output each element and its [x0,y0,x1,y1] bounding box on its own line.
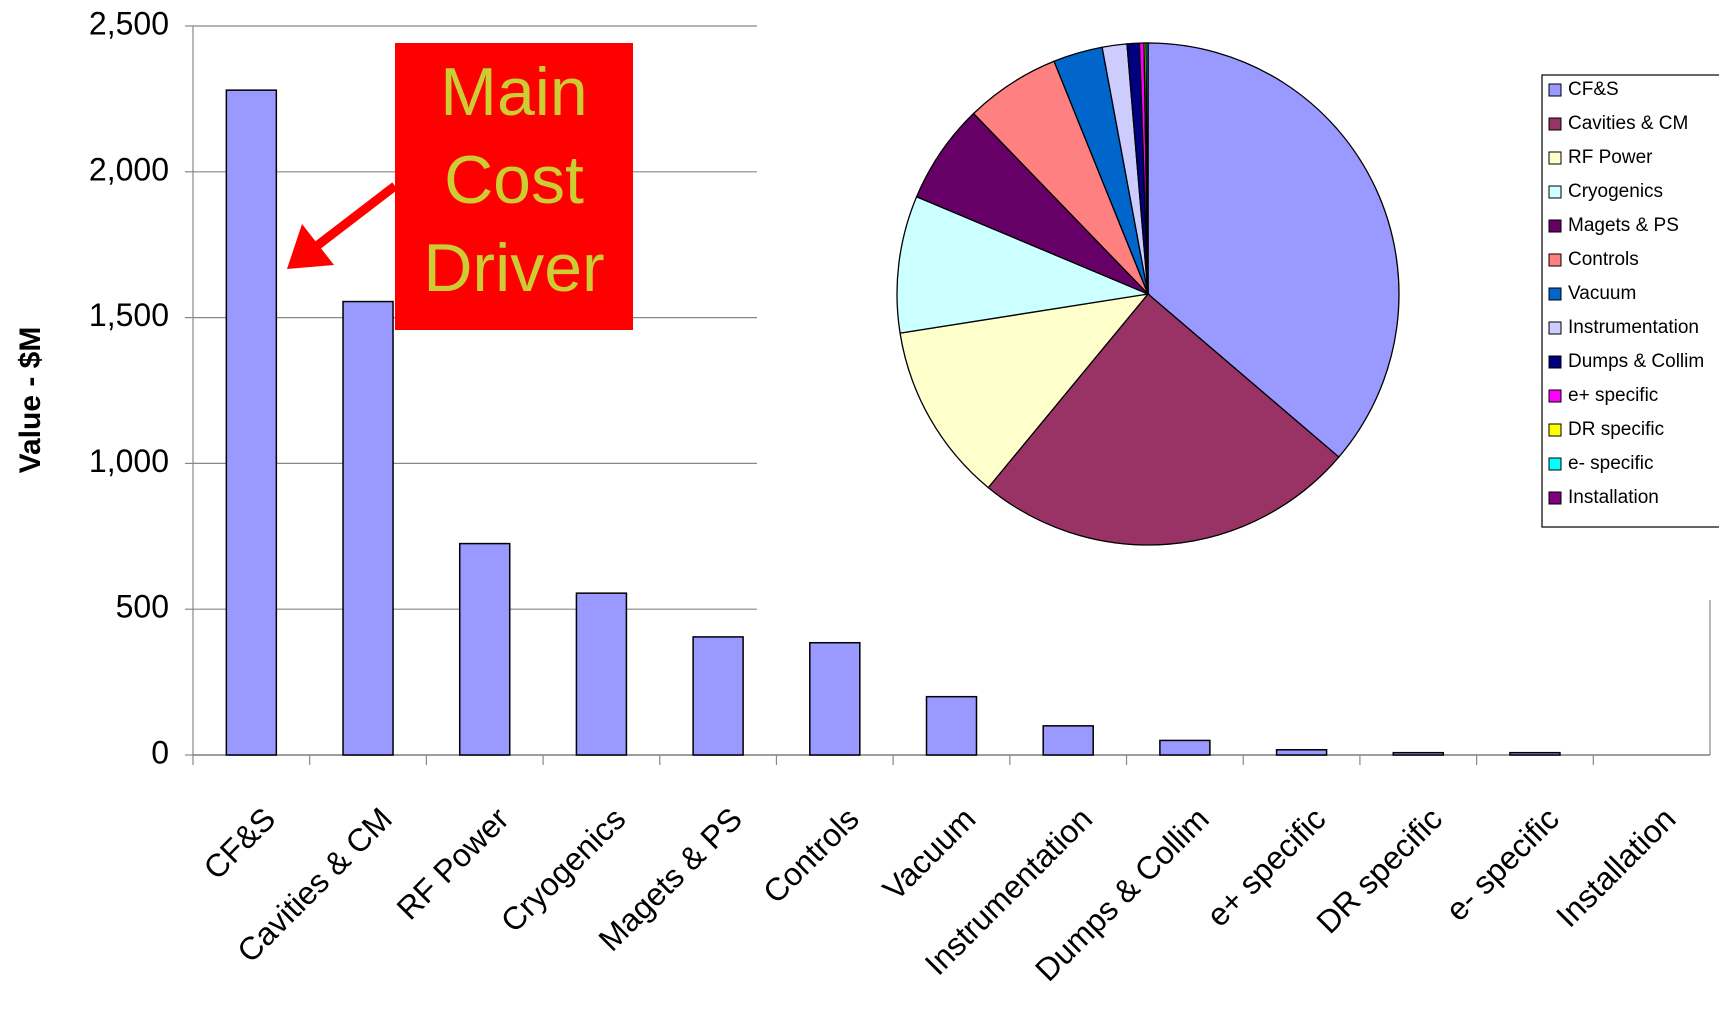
bar [575,592,628,756]
x-tick-label: Installation [1549,800,1683,934]
y-axis-label: Value - $M [14,327,47,474]
bar [1042,725,1094,756]
x-tick-label: e- specific [1439,800,1566,927]
legend-label: Magets & PS [1568,215,1679,236]
y-tick-label: 500 [116,589,169,625]
bar [225,89,278,756]
legend-swatch [1548,219,1562,233]
bar [342,300,394,756]
legend-label: DR specific [1568,419,1664,440]
pie-slice [987,293,1340,546]
legend-swatch [1548,457,1562,471]
y-tick-label: 1,500 [89,297,169,333]
legend-label: Instrumentation [1568,317,1699,338]
legend-swatch [1548,83,1562,97]
annotation-arrow [315,182,398,249]
legend-label: Controls [1568,249,1639,270]
legend-label: CF&S [1568,79,1619,100]
bar [1159,739,1211,756]
bar [458,542,511,756]
bar [1392,751,1445,756]
y-tick-label: 0 [151,734,169,770]
pie-slice [1147,42,1400,458]
legend-swatch [1548,151,1562,165]
x-tick-label: RF Power [390,800,516,926]
y-tick-label: 2,500 [89,5,169,41]
x-tick-label: DR specific [1309,800,1449,940]
x-tick-label: Vacuum [876,800,983,907]
bar [925,695,978,756]
legend-label: Cavities & CM [1568,113,1688,134]
legend-box [1541,74,1719,528]
legend-label: e+ specific [1568,385,1658,406]
annotation-arrowhead [287,224,334,269]
bar [692,636,744,756]
legend-swatch [1548,423,1562,437]
legend-swatch [1548,491,1562,505]
legend-swatch [1548,287,1562,301]
pie-slice [899,293,1150,489]
legend-label: Vacuum [1568,283,1636,304]
legend-swatch [1548,355,1562,369]
bar [1275,749,1328,756]
legend-label: Dumps & Collim [1568,351,1704,372]
pie-slice [896,195,1151,334]
x-tick-label: Controls [756,800,866,910]
annotation-box [395,43,633,330]
annotation-text: Main [440,54,587,130]
legend-label: Installation [1568,487,1659,508]
legend-swatch [1548,185,1562,199]
legend-swatch [1548,117,1562,131]
legend-label: e- specific [1568,453,1654,474]
x-tick-label: CF&S [196,800,282,886]
y-tick-label: 2,000 [89,151,169,187]
annotation-text: Cost [444,142,584,218]
annotation-text: Driver [423,230,604,306]
legend-swatch [1548,321,1562,335]
y-tick-label: 1,000 [89,443,169,479]
legend-label: RF Power [1568,147,1653,168]
legend-swatch [1548,253,1562,267]
legend-label: Cryogenics [1568,181,1663,202]
bar [809,641,861,756]
legend-swatch [1548,389,1562,403]
bar [1509,751,1561,756]
